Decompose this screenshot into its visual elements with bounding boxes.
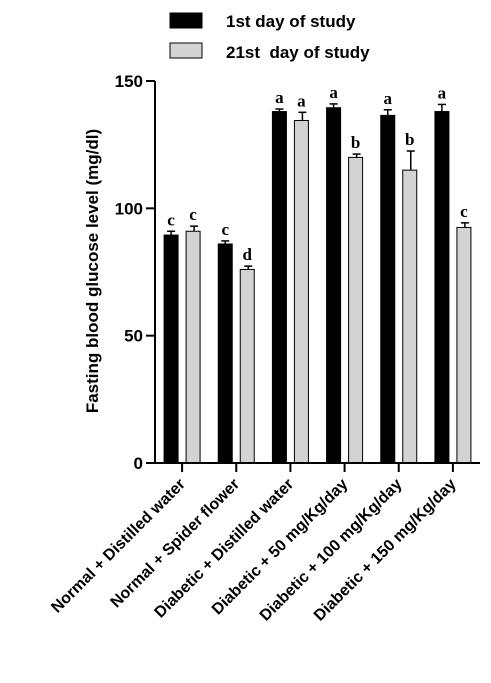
y-tick-label: 50 bbox=[124, 327, 143, 346]
y-tick-label: 150 bbox=[115, 72, 143, 91]
significance-letter: c bbox=[221, 220, 229, 239]
legend-label-series-1: 1st day of study bbox=[226, 12, 356, 31]
bar bbox=[326, 107, 342, 464]
bar bbox=[434, 111, 450, 464]
bar bbox=[348, 156, 364, 464]
bar bbox=[217, 243, 233, 464]
y-axis-title: Fasting blood glucose level (mg/dl) bbox=[83, 129, 102, 413]
significance-letter: a bbox=[438, 83, 447, 102]
y-tick-label: 100 bbox=[115, 199, 143, 218]
significance-letter: a bbox=[297, 91, 306, 110]
bar bbox=[456, 226, 472, 464]
significance-letter: c bbox=[189, 205, 197, 224]
bar bbox=[380, 114, 396, 464]
bar bbox=[293, 119, 309, 464]
legend: 1st day of study 21st day of study bbox=[169, 12, 370, 62]
significance-letter: a bbox=[275, 88, 284, 107]
bar bbox=[271, 111, 287, 464]
bar bbox=[163, 234, 179, 464]
significance-letter: c bbox=[460, 202, 468, 221]
significance-letter: d bbox=[243, 245, 253, 264]
bar bbox=[402, 169, 418, 464]
significance-letter: a bbox=[384, 89, 393, 108]
significance-letter: b bbox=[405, 130, 414, 149]
significance-letter: a bbox=[329, 83, 338, 102]
bar bbox=[185, 230, 201, 464]
significance-letter: b bbox=[351, 133, 360, 152]
legend-label-series-2: 21st day of study bbox=[226, 43, 370, 62]
legend-swatch-series-1 bbox=[169, 12, 203, 29]
y-axis: 0 50 100 150 bbox=[115, 72, 156, 473]
bar bbox=[239, 268, 255, 464]
significance-letter: c bbox=[167, 210, 175, 229]
y-tick-label: 0 bbox=[134, 454, 143, 473]
legend-swatch-series-2 bbox=[169, 42, 203, 59]
